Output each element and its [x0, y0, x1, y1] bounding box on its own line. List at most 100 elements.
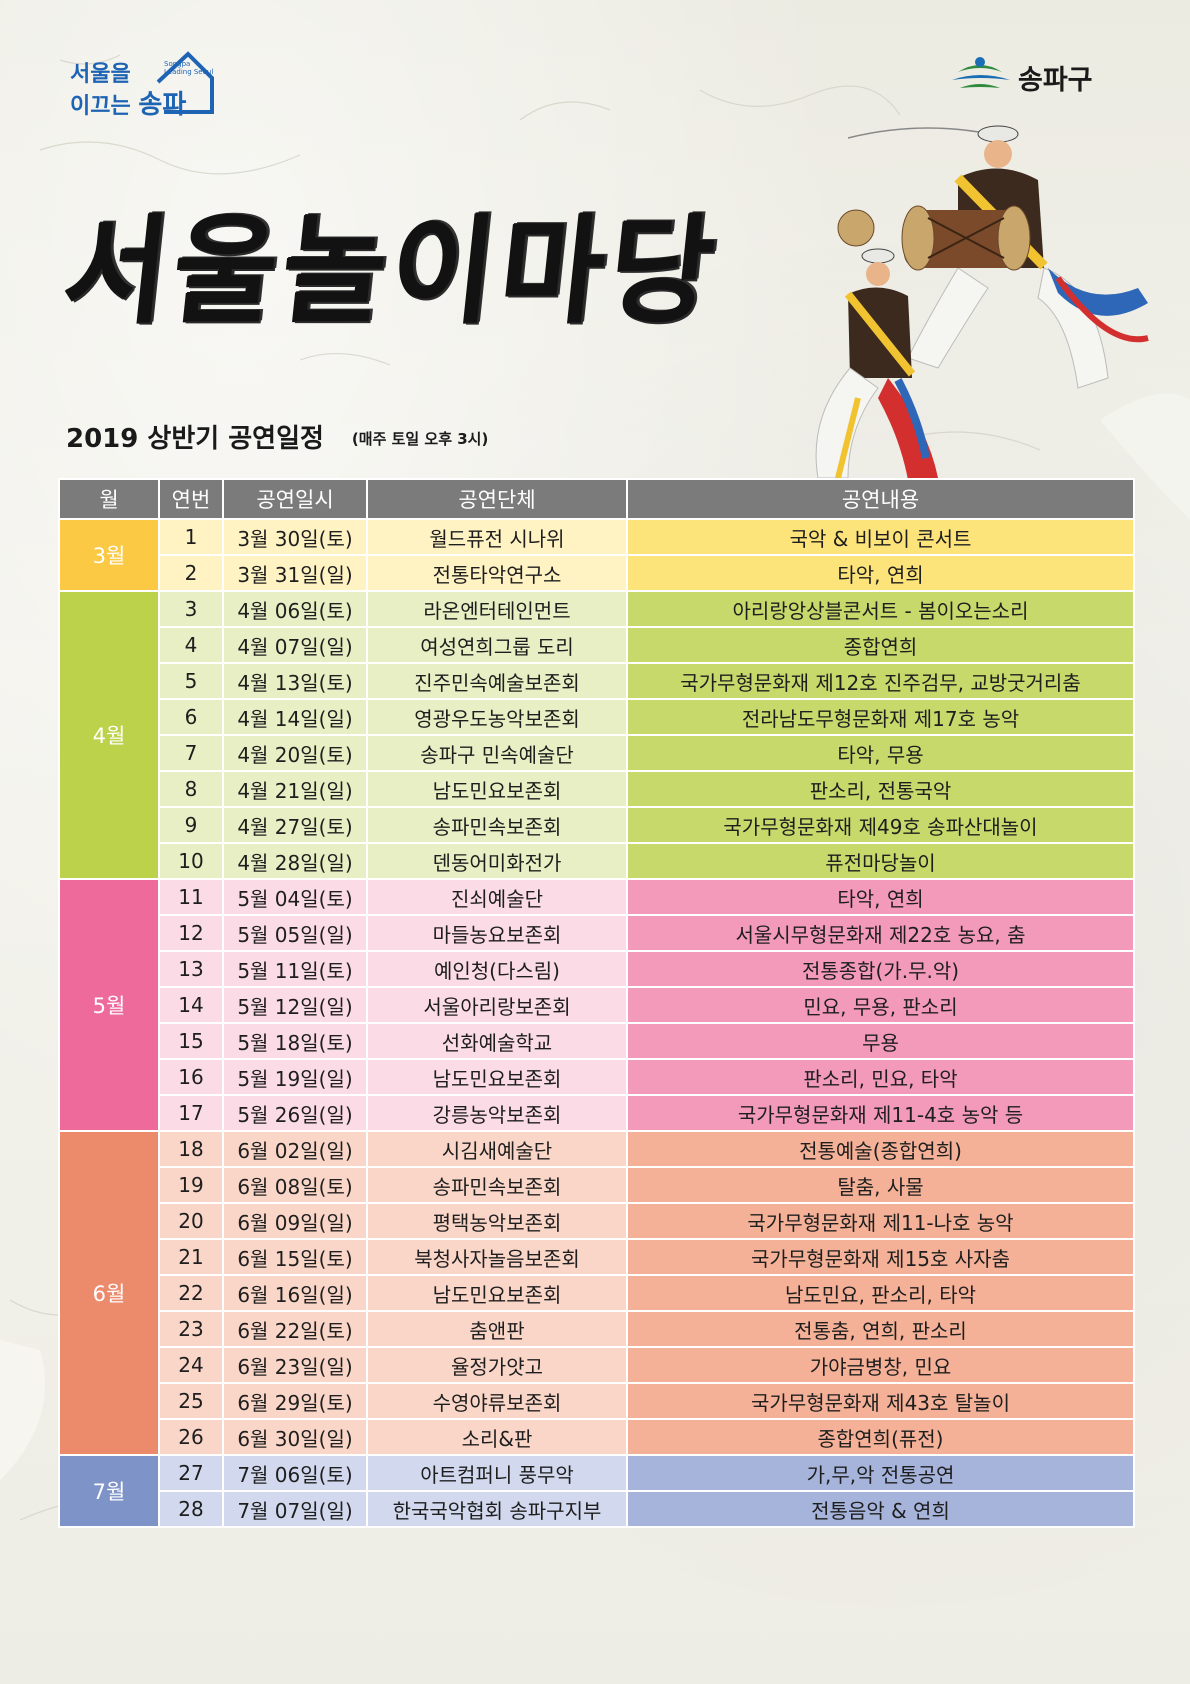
table-row: 21 6월 15일(토) 북청사자놀음보존회 국가무형문화재 제15호 사자춤	[59, 1238, 1135, 1276]
group-cell: 전통타악연구소	[366, 554, 628, 592]
content-cell: 민요, 무용, 판소리	[626, 986, 1135, 1024]
content-cell: 타악, 연희	[626, 554, 1135, 592]
number-cell: 8	[158, 770, 224, 808]
table-row: 2 3월 31일(일) 전통타악연구소 타악, 연희	[59, 554, 1135, 592]
number-cell: 14	[158, 986, 224, 1024]
table-row: 7월 27 7월 06일(토) 아트컴퍼니 풍무악 가,무,악 전통공연	[58, 1454, 1135, 1528]
table-row: 26 6월 30일(일) 소리&판 종합연희(퓨전)	[59, 1418, 1135, 1456]
content-cell: 전통예술(종합연희)	[626, 1130, 1135, 1168]
table-row: 19 6월 08일(토) 송파민속보존회 탈춤, 사물	[59, 1166, 1135, 1204]
date-cell: 6월 16일(일)	[222, 1274, 368, 1312]
date-cell: 6월 22일(토)	[222, 1310, 368, 1348]
content-cell: 퓨전마당놀이	[626, 842, 1135, 880]
table-row: 6 4월 14일(일) 영광우도농악보존회 전라남도무형문화재 제17호 농악	[59, 698, 1135, 736]
content-cell: 전통춤, 연희, 판소리	[626, 1310, 1135, 1348]
group-cell: 시김새예술단	[366, 1130, 628, 1168]
group-cell: 송파민속보존회	[366, 1166, 628, 1204]
date-cell: 7월 07일(일)	[222, 1490, 368, 1528]
number-cell: 18	[158, 1130, 224, 1168]
group-cell: 월드퓨전 시나위	[366, 518, 628, 556]
group-cell: 평택농악보존회	[366, 1202, 628, 1240]
table-header-row: 월 연번 공연일시 공연단체 공연내용	[58, 478, 1135, 520]
content-cell: 국악 & 비보이 콘서트	[626, 518, 1135, 556]
group-cell: 예인청(다스림)	[366, 950, 628, 988]
number-cell: 13	[158, 950, 224, 988]
group-cell: 아트컴퍼니 풍무악	[366, 1454, 628, 1492]
month-cell: 3월	[58, 518, 160, 592]
month-cell: 5월	[58, 878, 160, 1132]
number-cell: 3	[158, 590, 224, 628]
content-cell: 판소리, 전통국악	[626, 770, 1135, 808]
district-name: 송파구	[1018, 65, 1093, 96]
date-cell: 5월 05일(일)	[222, 914, 368, 952]
content-cell: 타악, 무용	[626, 734, 1135, 772]
group-cell: 송파민속보존회	[366, 806, 628, 844]
date-cell: 6월 08일(토)	[222, 1166, 368, 1204]
number-cell: 9	[158, 806, 224, 844]
table-row: 5 4월 13일(토) 진주민속예술보존회 국가무형문화재 제12호 진주검무, 교방…	[59, 662, 1135, 700]
date-cell: 3월 30일(토)	[222, 518, 368, 556]
date-cell: 3월 31일(일)	[222, 554, 368, 592]
date-cell: 4월 20일(토)	[222, 734, 368, 772]
date-cell: 4월 21일(일)	[222, 770, 368, 808]
content-cell: 국가무형문화재 제12호 진주검무, 교방굿거리춤	[626, 662, 1135, 700]
date-cell: 7월 06일(토)	[222, 1454, 368, 1492]
table-row: 28 7월 07일(일) 한국국악협회 송파구지부 전통음악 & 연희	[59, 1490, 1135, 1528]
table-row: 25 6월 29일(토) 수영야류보존회 국가무형문화재 제43호 탈놀이	[59, 1382, 1135, 1420]
content-cell: 국가무형문화재 제11-나호 농악	[626, 1202, 1135, 1240]
group-cell: 서울아리랑보존회	[366, 986, 628, 1024]
content-cell: 서울시무형문화재 제22호 농요, 춤	[626, 914, 1135, 952]
month-cell: 6월	[58, 1130, 160, 1456]
group-cell: 남도민요보존회	[366, 1058, 628, 1096]
songpa-district-logo: 송파구	[950, 50, 1130, 100]
content-cell: 판소리, 민요, 타악	[626, 1058, 1135, 1096]
number-cell: 17	[158, 1094, 224, 1132]
schedule-subtitle: 2019 상반기 공연일정 (매주 토일 오후 3시)	[66, 418, 488, 458]
content-cell: 무용	[626, 1022, 1135, 1060]
date-cell: 4월 27일(토)	[222, 806, 368, 844]
logo-line-2: 이끄는 송파	[70, 90, 187, 120]
group-cell: 송파구 민속예술단	[366, 734, 628, 772]
group-cell: 춤앤판	[366, 1310, 628, 1348]
number-cell: 12	[158, 914, 224, 952]
date-cell: 5월 26일(일)	[222, 1094, 368, 1132]
number-cell: 6	[158, 698, 224, 736]
group-cell: 소리&판	[366, 1418, 628, 1456]
table-row: 10 4월 28일(일) 덴동어미화전가 퓨전마당놀이	[59, 842, 1135, 880]
content-cell: 전통종합(가.무.악)	[626, 950, 1135, 988]
date-cell: 6월 15일(토)	[222, 1238, 368, 1276]
group-cell: 덴동어미화전가	[366, 842, 628, 880]
group-cell: 율정가얏고	[366, 1346, 628, 1384]
date-cell: 4월 06일(토)	[222, 590, 368, 628]
header-group: 공연단체	[366, 478, 628, 520]
date-cell: 6월 30일(일)	[222, 1418, 368, 1456]
content-cell: 국가무형문화재 제11-4호 농악 등	[626, 1094, 1135, 1132]
number-cell: 16	[158, 1058, 224, 1096]
number-cell: 11	[158, 878, 224, 916]
table-row: 24 6월 23일(일) 율정가얏고 가야금병창, 민요	[59, 1346, 1135, 1384]
group-cell: 수영야류보존회	[366, 1382, 628, 1420]
table-row: 5월 11 5월 04일(토) 진쇠예술단 타악, 연희	[58, 878, 1135, 1132]
number-cell: 22	[158, 1274, 224, 1312]
table-row: 4 4월 07일(일) 여성연희그룹 도리 종합연희	[59, 626, 1135, 664]
content-cell: 아리랑앙상블콘서트 - 봄이오는소리	[626, 590, 1135, 628]
table-row: 7 4월 20일(토) 송파구 민속예술단 타악, 무용	[59, 734, 1135, 772]
table-row: 8 4월 21일(일) 남도민요보존회 판소리, 전통국악	[59, 770, 1135, 808]
group-cell: 여성연희그룹 도리	[366, 626, 628, 664]
table-row: 15 5월 18일(토) 선화예술학교 무용	[59, 1022, 1135, 1060]
title-text: 서울놀이마당	[57, 202, 727, 340]
group-cell: 영광우도농악보존회	[366, 698, 628, 736]
date-cell: 5월 18일(토)	[222, 1022, 368, 1060]
table-row: 23 6월 22일(토) 춤앤판 전통춤, 연희, 판소리	[59, 1310, 1135, 1348]
header-logos: Songpa Leading Seoul 서울을 이끄는 송파 송파구	[0, 0, 1190, 130]
date-cell: 6월 09일(일)	[222, 1202, 368, 1240]
seoul-leading-logo: Songpa Leading Seoul 서울을 이끄는 송파	[62, 42, 222, 122]
drummer-figure	[837, 125, 1149, 389]
content-cell: 가,무,악 전통공연	[626, 1454, 1135, 1492]
number-cell: 4	[158, 626, 224, 664]
table-row: 22 6월 16일(일) 남도민요보존회 남도민요, 판소리, 타악	[59, 1274, 1135, 1312]
date-cell: 4월 28일(일)	[222, 842, 368, 880]
table-row: 13 5월 11일(토) 예인청(다스림) 전통종합(가.무.악)	[59, 950, 1135, 988]
group-cell: 북청사자놀음보존회	[366, 1238, 628, 1276]
